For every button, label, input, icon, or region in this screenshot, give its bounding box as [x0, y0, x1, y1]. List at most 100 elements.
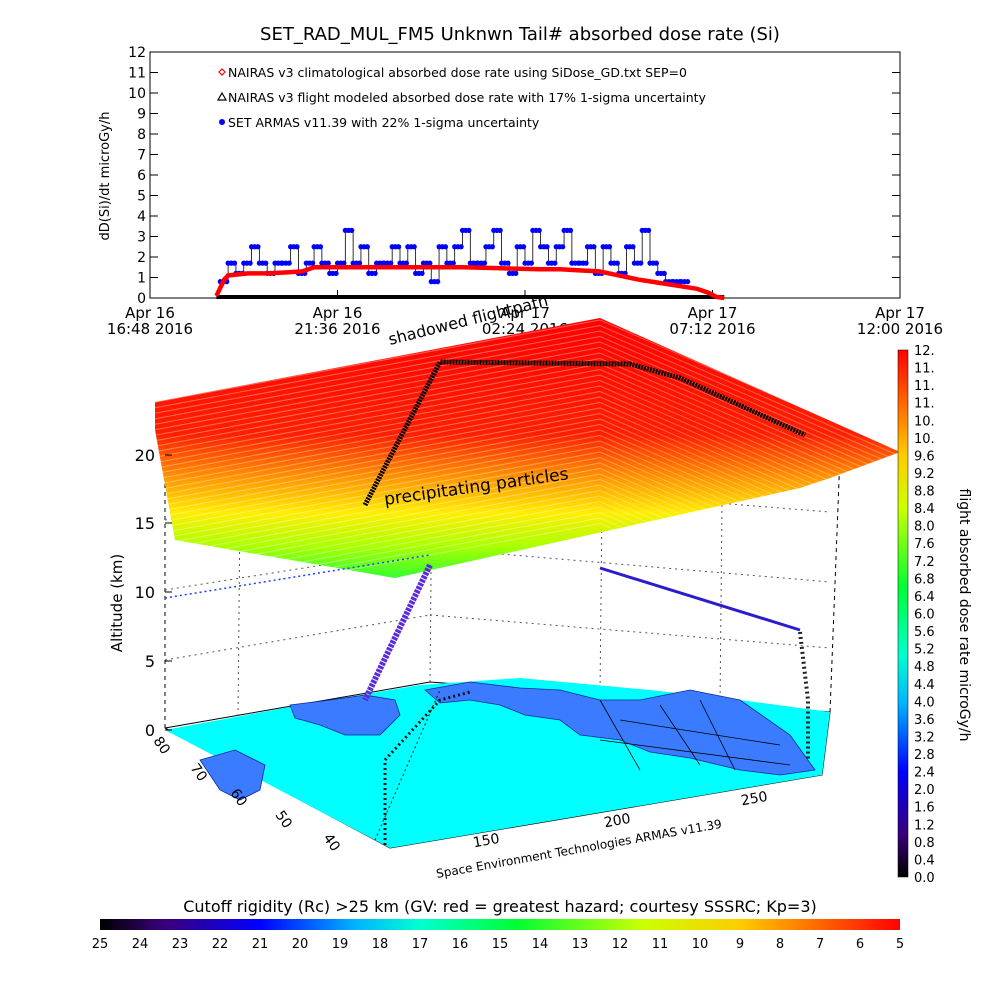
y-tick-label: 7: [137, 148, 146, 164]
layer-hatch: [599, 506, 900, 578]
layer-hatch: [599, 352, 900, 489]
dose-colorbar-tick-label: 11.: [914, 397, 935, 412]
layer-hatch: [599, 512, 900, 578]
dose-colorbar-tick-label: 12.: [914, 344, 935, 359]
layer-hatch: [155, 330, 601, 417]
dose-colorbar-tick-label: 6.4: [914, 590, 935, 605]
cutoff-colorbar-label: Cutoff rigidity (Rc) >25 km (GV: red = g…: [183, 897, 817, 916]
series-armas-point: [544, 244, 550, 250]
cutoff-colorbar-tick-label: 21: [252, 937, 269, 952]
cutoff-colorbar-tick-label: 11: [652, 937, 669, 952]
cutoff-colorbar-tick-label: 24: [132, 937, 149, 952]
layer-hatch: [155, 407, 601, 494]
layer-hatch: [155, 325, 601, 411]
altitude-tick-label: 5: [145, 652, 155, 671]
latitude-tick-label: 40: [320, 831, 343, 855]
series-armas-point: [372, 270, 378, 276]
layer-hatch: [155, 336, 601, 422]
series-layer: [214, 227, 725, 301]
flight-3d-view: shadowed flightpath precipitating partic…: [108, 291, 900, 881]
series-armas-point: [333, 270, 339, 276]
series-armas-point: [481, 260, 488, 266]
layer-hatch: [155, 512, 601, 578]
legend-label: NAIRAS v3 flight modeled absorbed dose r…: [228, 90, 707, 105]
series-armas-point: [356, 260, 363, 266]
y-tick-label: 2: [137, 250, 146, 266]
layer-hatch: [155, 424, 601, 510]
y-tick-label: 5: [137, 189, 146, 205]
layer-hatch: [155, 396, 601, 483]
dose-colorbar-tick-label: 1.2: [914, 818, 935, 833]
dose-colorbar-tick-label: 1.6: [914, 801, 935, 816]
layer-hatch: [155, 374, 601, 461]
series-armas-point: [560, 244, 566, 250]
x-tick-label-date: Apr 16: [125, 304, 175, 322]
layer-hatch: [155, 369, 601, 455]
map-grid: [599, 699, 791, 771]
layer-hatch: [155, 391, 601, 477]
land-mass-alaska: [289, 694, 401, 736]
shadowed-flightpath: [362, 359, 807, 507]
series-armas-point: [458, 244, 464, 250]
dose-colorbar-tick-label: 7.2: [914, 555, 935, 570]
dose-colorbar-scale: [897, 349, 909, 878]
y-tick-label: 10: [128, 86, 146, 102]
series-armas-point: [653, 260, 660, 266]
altitude-tick-label: 10: [135, 583, 155, 602]
series-armas-point: [310, 260, 316, 266]
legend: NAIRAS v3 climatological absorbed dose r…: [216, 65, 707, 130]
flight-path: [164, 359, 810, 845]
cutoff-colorbar-tick-label: 13: [572, 937, 589, 952]
x-tick-label-date: Apr 17: [875, 304, 925, 322]
x-tick-label-time: 21:36 2016: [294, 320, 380, 338]
dose-colorbar-tick-label: 4.4: [914, 678, 935, 693]
dose-colorbar-tick-label: 0.8: [914, 836, 935, 851]
series-armas-point: [645, 227, 652, 233]
series-armas-point: [638, 260, 644, 266]
dose-colorbar-tick-label: 4.8: [914, 660, 935, 675]
series-armas-point: [497, 227, 503, 233]
series-armas-point: [614, 260, 620, 266]
layer-hatch: [599, 325, 900, 461]
layer-hatch: [155, 418, 601, 505]
dose-colorbar-tick-label: 9.2: [914, 467, 935, 482]
series-armas-point: [520, 244, 527, 250]
series-armas-point: [442, 244, 449, 250]
layer-hatch: [155, 468, 601, 554]
cutoff-colorbar-tick-label: 12: [612, 937, 629, 952]
layer-hatch: [155, 358, 601, 444]
x-tick-label-date: Apr 17: [688, 304, 738, 322]
y-tick-label: 8: [137, 127, 146, 143]
layer-hatch: [155, 363, 601, 450]
layer-hatch: [155, 523, 601, 578]
y-axis-label: dD(Si)/dt microGy/h: [98, 112, 113, 241]
x-tick-label-time: 07:12 2016: [669, 320, 755, 338]
land-mass-siberia: [199, 749, 266, 801]
series-armas-point: [317, 244, 324, 250]
dose-colorbar-tick-label: 5.6: [914, 625, 935, 640]
dose-colorbar: 0.0 0.4 0.8 1.2 1.6 2.0 2.4 2.8 3.2 3.6 4.0 4.4 4.8 5…: [897, 344, 972, 886]
series-armas-point: [349, 227, 355, 233]
dose-colorbar-tick-label: 7.6: [914, 537, 935, 552]
series-armas-point: [427, 260, 433, 266]
legend-label: NAIRAS v3 climatological absorbed dose r…: [228, 65, 687, 80]
series-armas-point: [263, 260, 269, 266]
dose-colorbar-tick-label: 8.8: [914, 485, 935, 500]
dose-colorbar-tick-label: 3.6: [914, 713, 935, 728]
dose-colorbar-tick-label: 5.2: [914, 643, 935, 658]
cutoff-colorbar-tick-label: 20: [292, 937, 309, 952]
legend-marker-triangle: [216, 91, 228, 101]
ground-shadow-line: [374, 689, 441, 841]
series-armas-point: [466, 227, 472, 233]
series-armas-point: [513, 270, 519, 276]
altitude-tick-label: 0: [145, 721, 155, 740]
dose-colorbar-tick-label: 2.0: [914, 783, 935, 798]
cutoff-colorbar-tick-label: 25: [92, 937, 109, 952]
cutoff-colorbar-tick-label: 9: [736, 937, 744, 952]
layer-hatch: [155, 380, 601, 466]
layer-hatch: [155, 319, 601, 406]
